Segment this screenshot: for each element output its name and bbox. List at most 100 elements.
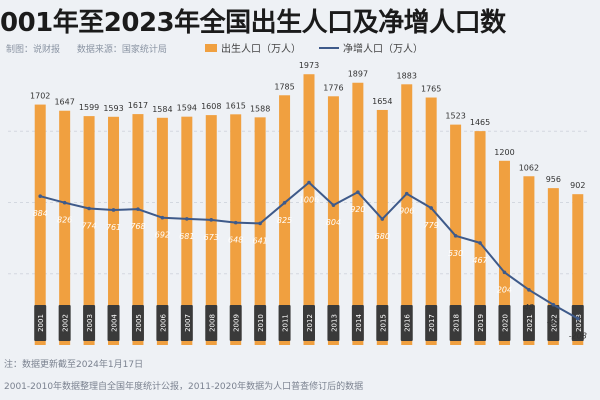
year-box-2005 [131,305,144,341]
year-box-2023 [571,305,584,341]
net-point-2004 [111,208,116,212]
net-point-2010 [258,221,262,226]
year-label-2023: 2023 [575,314,583,332]
legend-bar-swatch [205,43,217,52]
birth-label-2023: 902 [570,181,585,190]
year-box-2008 [205,305,218,341]
bar-birth-2007 [181,116,193,345]
net-point-2022 [551,302,556,307]
year-label-2014: 2014 [355,314,363,332]
birth-label-2005: 1617 [128,101,148,110]
net-label-2008: 673 [204,233,219,242]
year-box-2009 [229,305,242,341]
year-label-2007: 2007 [184,314,192,332]
net-label-2004: 761 [106,223,121,232]
net-point-2018 [453,234,458,238]
birth-label-2003: 1599 [79,103,99,112]
year-label-2022: 2022 [550,314,558,332]
year-box-2012 [303,305,315,341]
net-label-2018: 530 [448,249,463,258]
birth-label-2021: 1062 [519,163,539,172]
birth-label-2014: 1897 [348,70,368,79]
net-label-2020: 204 [497,285,512,294]
year-label-2017: 2017 [428,314,436,332]
bar-birth-2012 [303,74,315,345]
bar-birth-2001 [34,104,46,346]
net-point-2011 [282,201,287,205]
net-label-2019: 467 [472,256,488,265]
chart-legend: 出生人口（万人） 净增人口（万人） [205,40,423,55]
year-label-2004: 2004 [111,314,119,332]
legend-line-swatch [319,46,339,49]
year-label-2010: 2010 [257,314,265,332]
year-label-2003: 2003 [86,314,94,332]
net-label-2009: 648 [228,236,243,245]
year-label-2020: 2020 [501,314,509,332]
net-label-2022: -85 [547,318,560,327]
year-box-2011 [278,305,291,341]
net-point-2014 [356,190,360,194]
bar-birth-2022 [547,188,559,345]
net-label-2010: 641 [252,236,267,245]
year-label-2018: 2018 [453,314,461,332]
birth-label-2010: 1588 [250,104,270,113]
net-point-2015 [380,217,385,221]
year-box-2001 [34,305,47,341]
year-label-2002: 2002 [62,314,70,332]
year-label-2006: 2006 [159,314,167,332]
year-label-2013: 2013 [330,314,338,332]
bar-birth-2004 [108,116,120,345]
net-point-2005 [136,207,140,211]
net-label-2011: 825 [277,216,292,225]
net-point-2017 [429,206,433,210]
birth-label-2022: 956 [546,175,561,184]
year-box-2014 [351,305,364,341]
year-label-2021: 2021 [526,314,534,332]
net-point-2009 [233,220,238,225]
net-point-2006 [160,215,165,220]
net-point-2001 [38,194,43,198]
bar-birth-2023 [572,194,584,345]
year-box-2002 [58,305,71,341]
net-label-2005: 768 [130,222,145,231]
bar-birth-2011 [279,95,291,345]
chart-title: 001年至2023年全国出生人口及净增人口数 [0,8,506,38]
birth-label-2018: 1523 [445,112,465,121]
bar-birth-2020 [498,160,510,345]
net-label-2016: 906 [399,207,414,216]
legend-line-label: 净增人口（万人） [343,44,423,55]
birth-label-2002: 1647 [54,98,74,107]
year-box-2007 [180,305,193,341]
legend-bar-label: 出生人口（万人） [221,44,301,55]
net-label-2003: 774 [81,222,96,231]
year-label-2015: 2015 [379,314,387,332]
bar-birth-2013 [327,96,339,346]
birth-label-2015: 1654 [372,97,392,106]
footnote-update: 注：数据更新截至2024年1月17日 [4,360,144,370]
bar-birth-2017 [425,97,437,346]
birth-label-2001: 1702 [30,92,50,101]
net-label-2013: 804 [326,218,341,227]
chart-meta: 制图：说财报 数据来源：国家统计局 [6,42,181,55]
year-box-2003 [83,305,96,341]
year-label-2001: 2001 [37,314,45,332]
year-box-2017 [425,305,438,341]
birth-label-2009: 1615 [226,101,246,110]
year-label-2011: 2011 [282,314,290,332]
bar-birth-2014 [352,82,364,346]
net-label-2014: 920 [350,205,365,214]
net-point-2021 [527,288,531,292]
year-box-2018 [449,305,462,341]
net-point-2020 [502,270,507,275]
year-box-2006 [156,305,169,341]
bar-birth-2006 [156,117,168,346]
bar-birth-2021 [523,176,535,345]
year-box-2016 [400,305,413,341]
bar-birth-2009 [230,114,242,345]
birth-label-2007: 1594 [177,104,197,113]
footnote-source: 2001-2010年数据整理自全国年度统计公报，2011-2020年数据为人口普… [4,382,364,392]
net-point-2012 [307,180,311,185]
bar-birth-2008 [205,115,217,345]
net-point-2003 [87,206,91,211]
